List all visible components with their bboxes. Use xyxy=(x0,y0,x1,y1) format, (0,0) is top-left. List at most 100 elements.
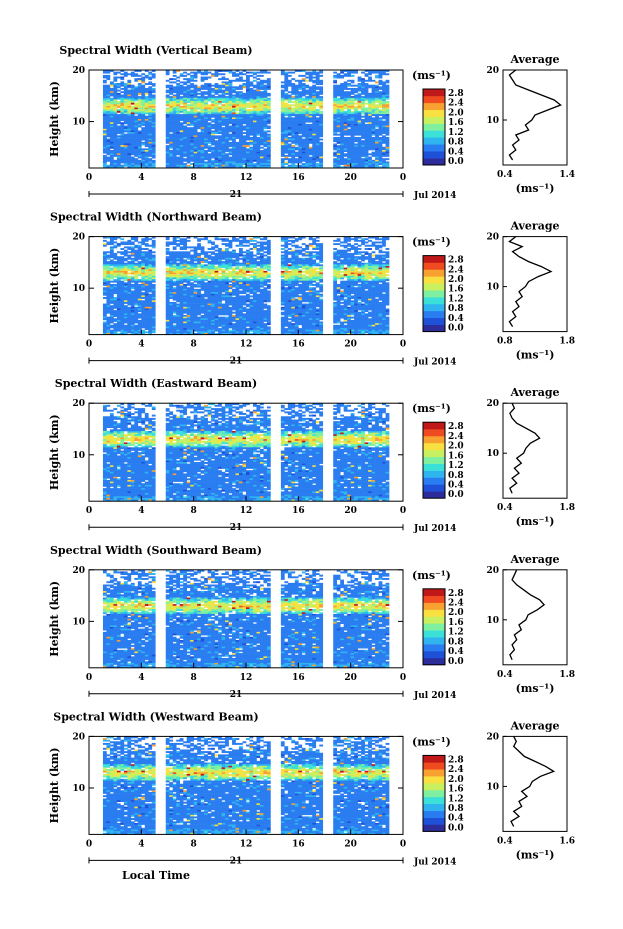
heatmap-cell xyxy=(252,109,257,112)
heatmap-cell xyxy=(193,76,198,79)
heatmap-cell xyxy=(102,236,107,239)
heatmap-cell xyxy=(102,102,107,105)
heatmap-cell xyxy=(368,133,372,136)
heatmap-cell xyxy=(214,84,219,87)
heatmap-cell xyxy=(144,83,149,85)
heatmap-cell xyxy=(169,264,174,267)
heatmap-cell xyxy=(106,310,111,313)
heatmap-cell xyxy=(350,161,355,164)
heatmap-cell xyxy=(242,158,247,161)
heatmap-cell xyxy=(263,99,268,102)
heatmap-cell xyxy=(350,146,355,149)
heatmap-cell xyxy=(144,74,149,77)
heatmap-cell xyxy=(183,83,187,85)
heatmap-cell xyxy=(169,91,174,94)
heatmap-cell xyxy=(169,310,174,313)
heatmap-cell xyxy=(385,70,390,72)
heatmap-cell xyxy=(340,112,344,115)
heatmap-cell xyxy=(375,119,379,121)
heatmap-cell xyxy=(371,71,376,74)
heatmap-cell xyxy=(106,138,111,141)
heatmap-cell xyxy=(350,96,355,99)
heatmap-cell xyxy=(225,150,229,152)
heatmap-cell xyxy=(127,328,132,330)
heatmap-cell xyxy=(186,292,191,295)
heatmap-cell xyxy=(130,96,135,99)
heatmap-cell xyxy=(357,166,362,169)
heatmap-cell xyxy=(232,71,236,74)
heatmap-cell xyxy=(120,122,125,125)
heatmap-cell xyxy=(141,308,146,311)
heatmap-cell xyxy=(113,328,118,330)
heatmap-cell xyxy=(106,301,111,304)
heatmap-cell xyxy=(141,123,146,126)
heatmap-cell xyxy=(280,151,285,154)
heatmap-cell xyxy=(144,303,149,306)
heatmap-cell xyxy=(130,71,135,74)
heatmap-cell xyxy=(228,112,233,115)
heatmap-cell xyxy=(113,280,118,283)
heatmap-cell xyxy=(343,104,348,107)
heatmap-cell xyxy=(256,78,261,81)
heatmap-cell xyxy=(176,83,181,85)
heatmap-cell xyxy=(109,156,114,159)
heatmap-cell xyxy=(165,306,170,309)
heatmap-cell xyxy=(382,86,386,89)
heatmap-cell xyxy=(242,102,247,105)
heatmap-cell xyxy=(347,148,351,151)
heatmap-cell xyxy=(127,128,132,131)
heatmap-cell xyxy=(200,153,205,156)
heatmap-cell xyxy=(340,91,344,94)
heatmap-cell xyxy=(239,112,243,115)
heatmap-cell xyxy=(315,104,320,107)
heatmap-cell xyxy=(183,256,187,259)
heatmap-cell xyxy=(284,125,289,128)
heatmap-cell xyxy=(183,97,187,100)
heatmap-cell xyxy=(172,78,177,81)
heatmap-cell xyxy=(113,267,118,270)
heatmap-cell xyxy=(252,133,257,136)
heatmap-cell xyxy=(284,97,289,100)
heatmap-cell xyxy=(106,321,111,324)
heatmap-cell xyxy=(169,166,174,169)
heatmap-cell xyxy=(134,316,139,319)
heatmap-cell xyxy=(123,125,128,128)
heatmap-cell xyxy=(113,315,118,317)
heatmap-cell xyxy=(382,151,386,154)
heatmap-cell xyxy=(179,138,184,141)
heatmap-cell xyxy=(200,91,205,94)
heatmap-cell xyxy=(190,133,194,136)
heatmap-cell xyxy=(102,120,107,123)
heatmap-cell xyxy=(109,331,114,334)
heatmap-cell xyxy=(120,256,125,259)
heatmap-cell xyxy=(130,297,135,299)
heatmap-cell xyxy=(197,136,201,139)
heatmap-cell xyxy=(350,150,355,152)
heatmap-cell xyxy=(151,274,156,277)
heatmap-cell xyxy=(102,123,107,126)
heatmap-cell xyxy=(134,279,139,281)
heatmap-cell xyxy=(385,150,390,152)
heatmap-cell xyxy=(305,84,310,87)
heatmap-cell xyxy=(378,114,383,117)
heatmap-cell xyxy=(127,246,132,249)
heatmap-cell xyxy=(333,96,338,99)
heatmap-cell xyxy=(287,122,292,125)
heatmap-cell xyxy=(298,119,303,121)
heatmap-cell xyxy=(169,119,174,121)
heatmap-cell xyxy=(130,159,135,162)
heatmap-cell xyxy=(232,74,236,77)
heatmap-cell xyxy=(315,135,320,138)
heatmap-cell xyxy=(172,117,177,120)
heatmap-cell xyxy=(169,87,174,90)
heatmap-cell xyxy=(371,120,376,123)
heatmap-cell xyxy=(176,146,181,149)
heatmap-cell xyxy=(266,164,271,167)
heatmap-cell xyxy=(291,92,296,95)
heatmap-cell xyxy=(228,81,233,84)
heatmap-cell xyxy=(200,130,205,133)
heatmap-cell xyxy=(179,122,184,125)
heatmap-cell xyxy=(116,140,121,143)
heatmap-cell xyxy=(315,122,320,125)
heatmap-cell xyxy=(378,122,383,125)
